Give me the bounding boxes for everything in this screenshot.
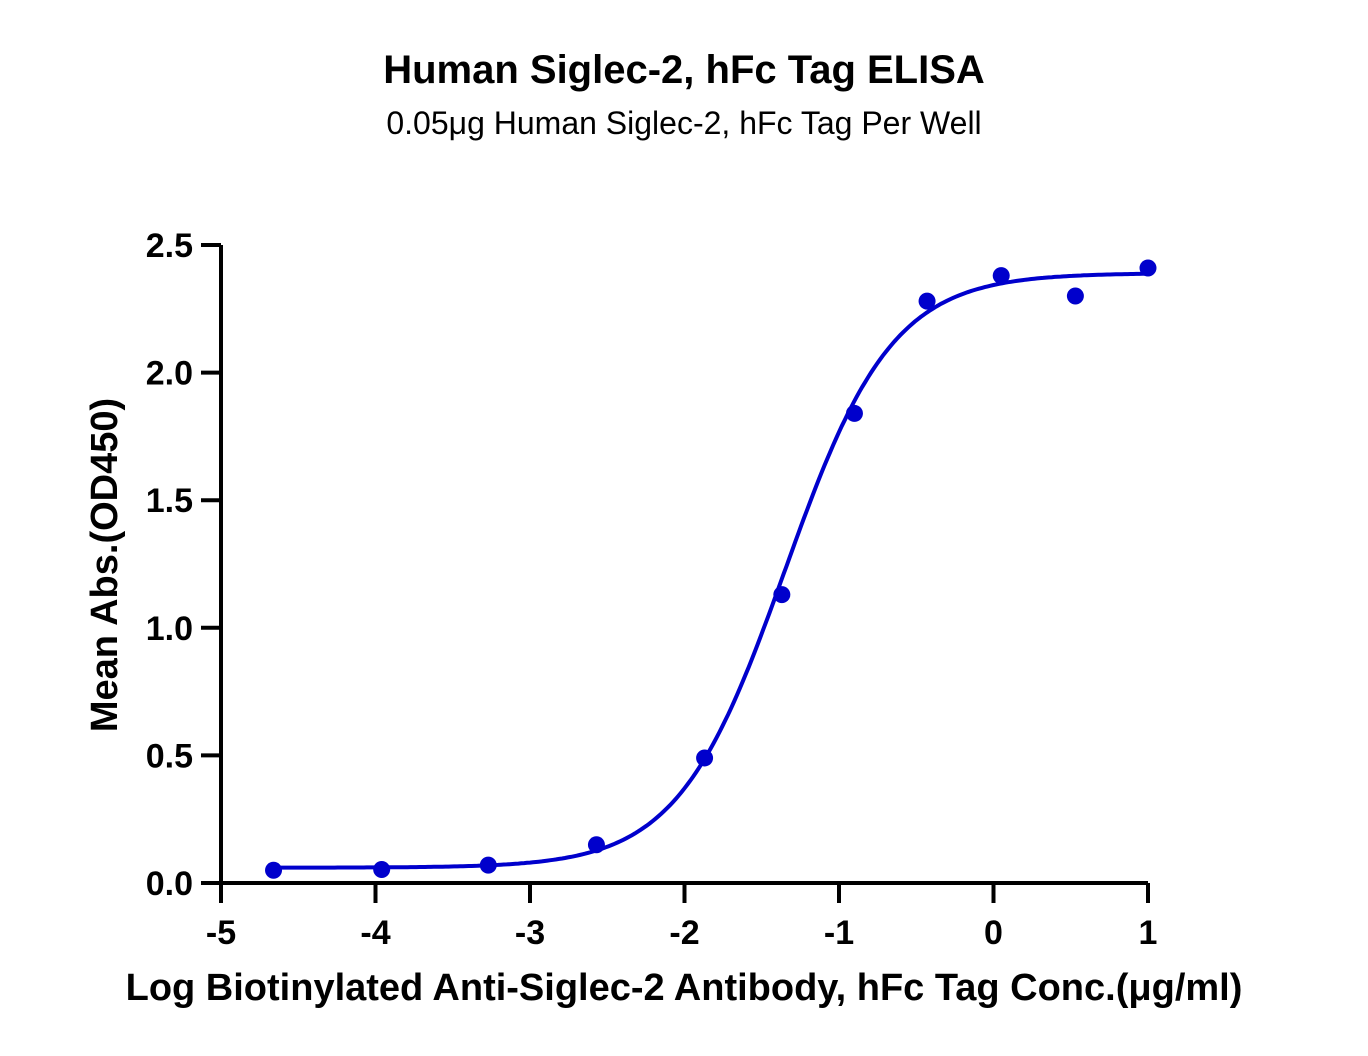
data-point [696, 749, 714, 767]
y-tick-label: 0.0 [146, 865, 193, 903]
data-point [992, 267, 1010, 285]
y-axis-title: Mean Abs.(OD450) [84, 398, 126, 732]
y-tick-label: 1.5 [146, 482, 193, 520]
x-tick-label: -3 [515, 914, 545, 952]
data-point [918, 292, 936, 310]
x-tick-label: 1 [1139, 914, 1158, 952]
data-point [265, 861, 283, 879]
plot-area: 0.0 0.5 1.0 1.5 2.0 2.5 -5 -4 -3 -2 -1 0 1 [146, 227, 1158, 952]
data-point [479, 856, 497, 874]
chart-title: Human Siglec-2, hFc Tag ELISA [383, 48, 985, 92]
data-point [1139, 259, 1157, 277]
data-point [373, 860, 391, 878]
x-tick-label: 0 [984, 914, 1003, 952]
fit-curve [273, 271, 1148, 870]
x-tick-label: -1 [824, 914, 854, 952]
y-tick-label: 1.0 [146, 610, 193, 648]
chart-subtitle: 0.05μg Human Siglec-2, hFc Tag Per Well [386, 105, 981, 141]
y-tick-label: 2.0 [146, 355, 193, 393]
data-point [845, 404, 863, 422]
y-tick-label: 0.5 [146, 737, 193, 775]
x-tick-label: -5 [206, 914, 236, 952]
data-point [587, 836, 605, 854]
y-tick-label: 2.5 [146, 227, 193, 265]
x-tick-label: -4 [360, 914, 390, 952]
data-point [1066, 287, 1084, 305]
data-point [773, 586, 791, 604]
x-tick-label: -2 [669, 914, 699, 952]
x-axis-title: Log Biotinylated Anti-Siglec-2 Antibody,… [126, 967, 1243, 1009]
